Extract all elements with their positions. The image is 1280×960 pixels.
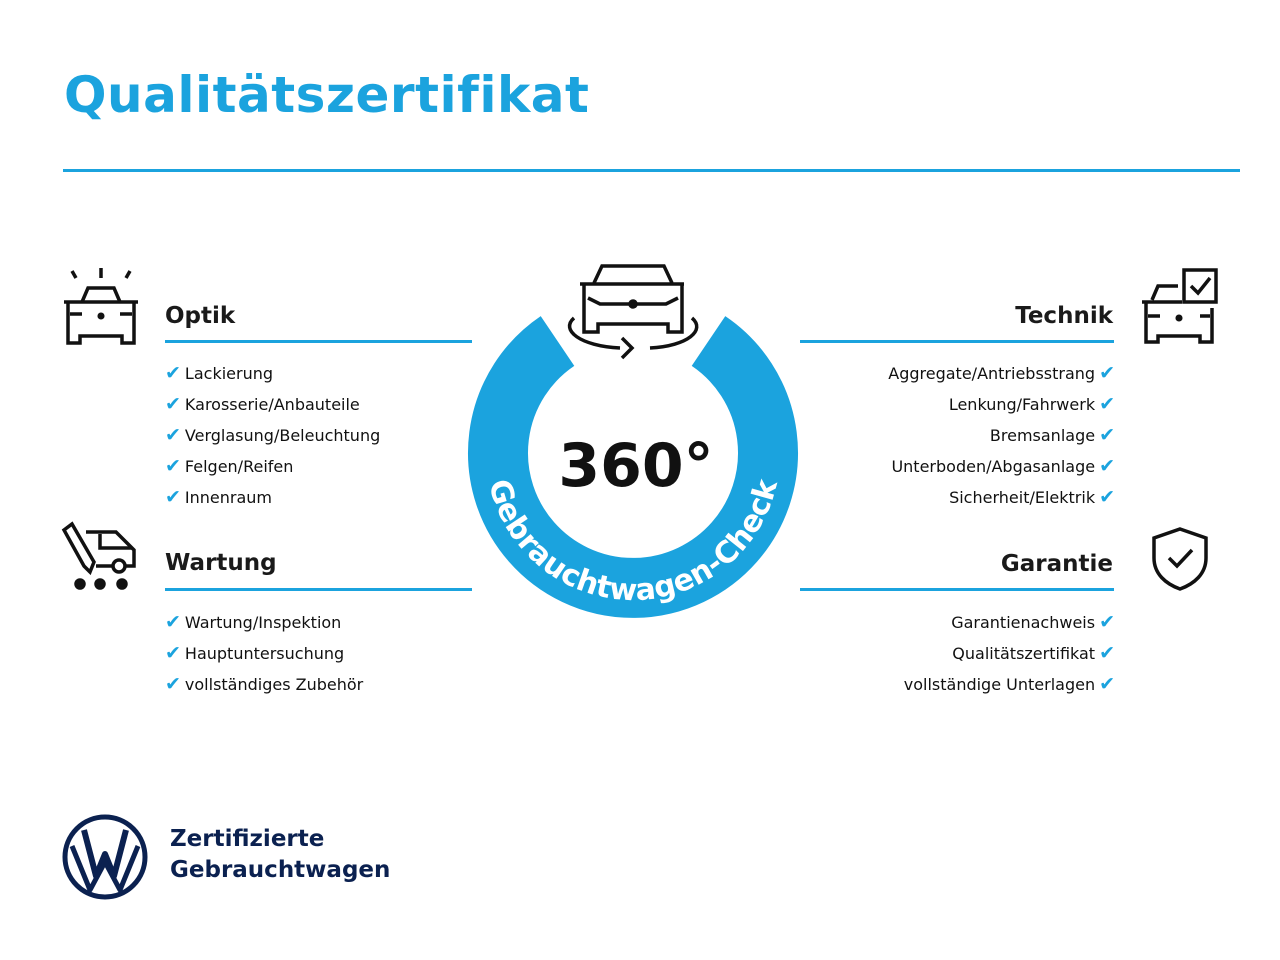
- section-divider: [800, 588, 1114, 591]
- badge-ring: [468, 316, 798, 618]
- list-item: Bremsanlage ✔: [888, 420, 1115, 451]
- car-front-lights-icon: [64, 268, 138, 345]
- item-label: Unterboden/Abgasanlage: [891, 457, 1096, 476]
- list-item: ✔ Lackierung: [165, 358, 380, 389]
- list-item: Unterboden/Abgasanlage ✔: [888, 451, 1115, 482]
- badge-number: 360°: [558, 431, 713, 501]
- list-item: Garantienachweis ✔: [904, 607, 1115, 638]
- check-icon: ✔: [1099, 393, 1115, 415]
- check-icon: ✔: [165, 362, 181, 384]
- list-item: ✔ Wartung/Inspektion: [165, 607, 363, 638]
- item-label: Hauptuntersuchung: [184, 644, 345, 663]
- item-label: vollständige Unterlagen: [903, 675, 1096, 694]
- item-label: Bremsanlage: [989, 426, 1096, 445]
- vw-logo: [62, 814, 148, 900]
- check-icon: ✔: [1099, 611, 1115, 633]
- item-label: Innenraum: [184, 488, 273, 507]
- list-item: Lenkung/Fahrwerk ✔: [888, 389, 1115, 420]
- section-divider: [165, 340, 472, 343]
- item-label: Aggregate/Antriebsstrang: [888, 364, 1096, 383]
- check-icon: ✔: [165, 673, 181, 695]
- check-icon: ✔: [165, 424, 181, 446]
- check-icon: ✔: [165, 455, 181, 477]
- list-item: vollständige Unterlagen ✔: [904, 669, 1115, 700]
- car-checkbox-icon: [1142, 268, 1218, 344]
- item-label: Verglasung/Beleuchtung: [184, 426, 381, 445]
- section-title-optik: Optik: [165, 303, 236, 329]
- wartung-list: ✔ Wartung/Inspektion ✔ Hauptuntersuchung ✔…: [165, 607, 363, 700]
- check-icon: ✔: [1099, 486, 1115, 508]
- item-label: Karosserie/Anbauteile: [184, 395, 360, 414]
- list-item: ✔ Innenraum: [165, 482, 380, 513]
- list-item: Aggregate/Antriebsstrang ✔: [888, 358, 1115, 389]
- check-icon: ✔: [1099, 455, 1115, 477]
- check-icon: ✔: [1099, 362, 1115, 384]
- brand-line-2: Gebrauchtwagen: [170, 857, 391, 883]
- item-label: Lenkung/Fahrwerk: [948, 395, 1096, 414]
- check-icon: ✔: [165, 393, 181, 415]
- list-item: ✔ Hauptuntersuchung: [165, 638, 363, 669]
- list-item: ✔ Karosserie/Anbauteile: [165, 389, 380, 420]
- section-title-garantie: Garantie: [1000, 551, 1113, 577]
- list-item: ✔ Verglasung/Beleuchtung: [165, 420, 380, 451]
- item-label: Garantienachweis: [951, 613, 1096, 632]
- page-title: Qualitätszertifikat: [64, 66, 590, 124]
- item-label: Felgen/Reifen: [184, 457, 294, 476]
- list-item: ✔ vollständiges Zubehör: [165, 669, 363, 700]
- garantie-list: Garantienachweis ✔ Qualitätszertifikat ✔ v…: [904, 607, 1115, 700]
- brand-line-1: Zertifizierte: [170, 826, 325, 852]
- van-wrench-icon: [61, 521, 136, 590]
- badge-360: Gebrauchtwagen-Check 360°: [468, 264, 798, 618]
- check-icon: ✔: [1099, 642, 1115, 664]
- item-label: Qualitätszertifikat: [952, 644, 1096, 663]
- section-title-wartung: Wartung: [165, 550, 277, 576]
- optik-list: ✔ Lackierung ✔ Karosserie/Anbauteile ✔ Verg…: [165, 358, 380, 513]
- item-label: Lackierung: [184, 364, 274, 383]
- car-rotate-icon: [567, 264, 699, 360]
- list-item: ✔ Felgen/Reifen: [165, 451, 380, 482]
- brand-text: Zertifizierte Gebrauchtwagen: [170, 824, 390, 886]
- check-icon: ✔: [165, 611, 181, 633]
- check-icon: ✔: [1099, 673, 1115, 695]
- technik-list: Aggregate/Antriebsstrang ✔ Lenkung/Fahrwe…: [888, 358, 1115, 513]
- section-title-technik: Technik: [1015, 303, 1113, 329]
- check-icon: ✔: [165, 642, 181, 664]
- check-icon: ✔: [165, 486, 181, 508]
- list-item: Sicherheit/Elektrik ✔: [888, 482, 1115, 513]
- item-label: Wartung/Inspektion: [184, 613, 342, 632]
- section-divider: [800, 340, 1114, 343]
- item-label: vollständiges Zubehör: [184, 675, 364, 694]
- check-icon: ✔: [1099, 424, 1115, 446]
- list-item: Qualitätszertifikat ✔: [904, 638, 1115, 669]
- shield-check-icon: [1152, 527, 1208, 591]
- item-label: Sicherheit/Elektrik: [949, 488, 1096, 507]
- title-divider: [63, 169, 1240, 172]
- section-divider: [165, 588, 472, 591]
